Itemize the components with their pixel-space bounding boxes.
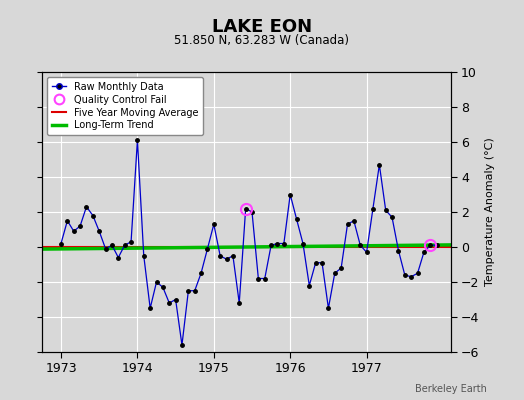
Text: Berkeley Earth: Berkeley Earth	[416, 384, 487, 394]
Y-axis label: Temperature Anomaly (°C): Temperature Anomaly (°C)	[485, 138, 495, 286]
Legend: Raw Monthly Data, Quality Control Fail, Five Year Moving Average, Long-Term Tren: Raw Monthly Data, Quality Control Fail, …	[47, 77, 203, 135]
Text: LAKE EON: LAKE EON	[212, 18, 312, 36]
Text: 51.850 N, 63.283 W (Canada): 51.850 N, 63.283 W (Canada)	[174, 34, 350, 47]
